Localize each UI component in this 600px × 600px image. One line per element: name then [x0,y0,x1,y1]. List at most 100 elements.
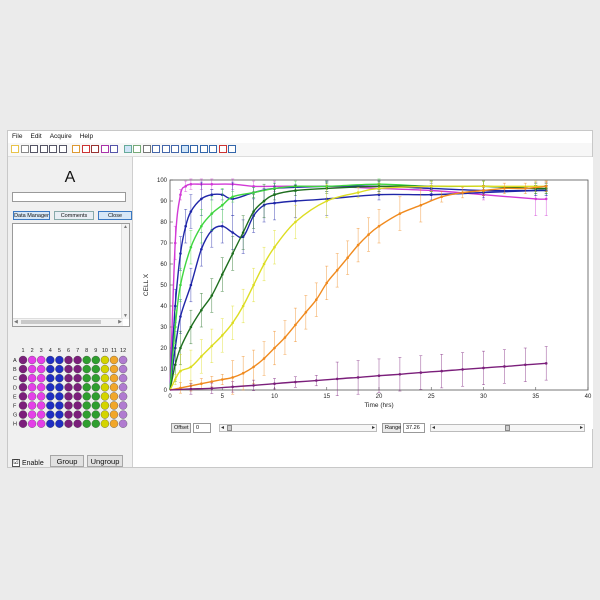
refresh-icon[interactable] [218,145,227,153]
plate-well[interactable] [82,392,91,401]
plate-well[interactable] [82,419,91,428]
scroll-thumb[interactable] [21,320,101,324]
plate-well[interactable] [64,355,73,365]
plate-well[interactable] [73,383,82,392]
plate-well[interactable] [100,401,110,410]
growth-curve-chart[interactable]: 0 5 10 15 20 25 30 35 40 0 10 20 30 40 50 60 70 80 90 100 Ti… [133,157,593,419]
enable-checkbox[interactable]: ☑ Enable [12,459,44,467]
plate-well[interactable] [64,364,73,374]
plate-well[interactable] [100,364,110,374]
plate-well[interactable] [82,355,91,365]
plate-well[interactable] [91,401,100,410]
plate-well[interactable] [73,374,82,383]
enable-checkbox-box[interactable]: ☑ [12,459,20,467]
plate-well[interactable] [55,419,64,428]
plate-well[interactable] [27,374,37,383]
plate-well[interactable] [91,374,100,383]
dots-icon[interactable] [199,145,208,153]
plate-well[interactable] [73,419,82,428]
plate-well[interactable] [46,401,55,410]
group-button[interactable]: Group [50,455,84,467]
menu-edit[interactable]: Edit [30,133,42,140]
slider-left-icon[interactable]: ◂ [432,425,436,431]
plate-well[interactable] [18,364,28,374]
plate-well[interactable] [118,401,128,410]
plate-well[interactable] [37,401,46,410]
plate-icon-2[interactable] [81,145,90,153]
plate-well[interactable] [100,374,110,383]
open-icon[interactable] [11,145,19,153]
plate-well[interactable] [46,392,55,401]
range-slider[interactable]: ◂ ▸ [430,424,585,432]
list-horizontal-scrollbar[interactable]: ◀ ▶ [13,318,123,326]
plate-well[interactable] [82,401,91,410]
plate-well[interactable] [91,364,100,374]
close-button[interactable]: Close [98,211,132,220]
plate-well[interactable] [109,355,119,365]
expand-icon[interactable] [209,145,217,153]
comment-input[interactable] [12,192,126,202]
plate-well[interactable] [118,383,128,392]
cross-icon[interactable] [190,145,198,153]
fit-icon[interactable] [228,145,236,153]
curve-icon[interactable] [123,145,132,153]
plate-well[interactable] [91,355,100,365]
plate-well[interactable] [18,410,28,419]
grid-icon[interactable] [152,145,160,153]
plate-well[interactable] [55,392,64,401]
plate-well[interactable] [37,374,46,383]
select-icon[interactable] [58,145,67,153]
plate-well[interactable] [27,364,37,374]
menu-help[interactable]: Help [79,133,94,140]
plate-well[interactable] [37,364,46,374]
slider-left-icon[interactable]: ◂ [221,425,225,431]
plate-well[interactable] [118,392,128,401]
plate-well[interactable] [118,374,128,383]
plate-well[interactable] [91,383,100,392]
plate-well[interactable] [37,392,46,401]
plate-well[interactable] [91,392,100,401]
plate-well[interactable] [100,383,110,392]
plate-well[interactable] [55,355,64,365]
columns-icon[interactable] [171,145,179,153]
plate-well[interactable] [18,374,28,383]
table-icon[interactable] [161,145,170,153]
plate-well[interactable] [109,374,119,383]
plate-well[interactable] [18,419,28,428]
range-slider-thumb[interactable] [505,425,510,431]
slider-right-icon[interactable]: ▸ [371,425,375,431]
plate-well[interactable] [64,410,73,419]
scroll-left-icon[interactable]: ◀ [14,319,18,325]
scroll-right-icon[interactable]: ▶ [118,319,122,325]
plate-well[interactable] [46,374,55,383]
data-list[interactable]: ▲ ▼ ◀ ▶ [12,223,130,327]
plate-well[interactable] [27,410,37,419]
plate-well[interactable] [64,383,73,392]
plate-well[interactable] [37,383,46,392]
range-input[interactable]: 37.26 [403,423,425,433]
menu-file[interactable]: File [12,133,23,140]
plate-well[interactable] [91,419,100,428]
plate-well[interactable] [118,410,128,419]
pan-icon[interactable] [49,145,57,153]
plate-well[interactable] [82,410,91,419]
plate-well[interactable] [118,419,128,428]
plate-well[interactable] [73,392,82,401]
data-manager-button[interactable]: Data Manager [13,211,50,220]
plate-well[interactable] [46,364,55,374]
plate-well[interactable] [100,410,110,419]
plate-well[interactable] [27,419,37,428]
offset-input[interactable]: 0 [193,423,211,433]
offset-slider[interactable]: ◂ ▸ [219,424,377,432]
plate-well[interactable] [73,355,82,365]
plate-well[interactable] [100,419,110,428]
scroll-up-icon[interactable]: ▲ [123,224,128,230]
plate-well[interactable] [82,374,91,383]
plate-well[interactable] [18,355,28,365]
plate-well[interactable] [73,364,82,374]
plate-well[interactable] [18,401,28,410]
plate-well[interactable] [55,364,64,374]
scatter-icon[interactable] [133,145,141,153]
plate-well[interactable] [109,419,119,428]
